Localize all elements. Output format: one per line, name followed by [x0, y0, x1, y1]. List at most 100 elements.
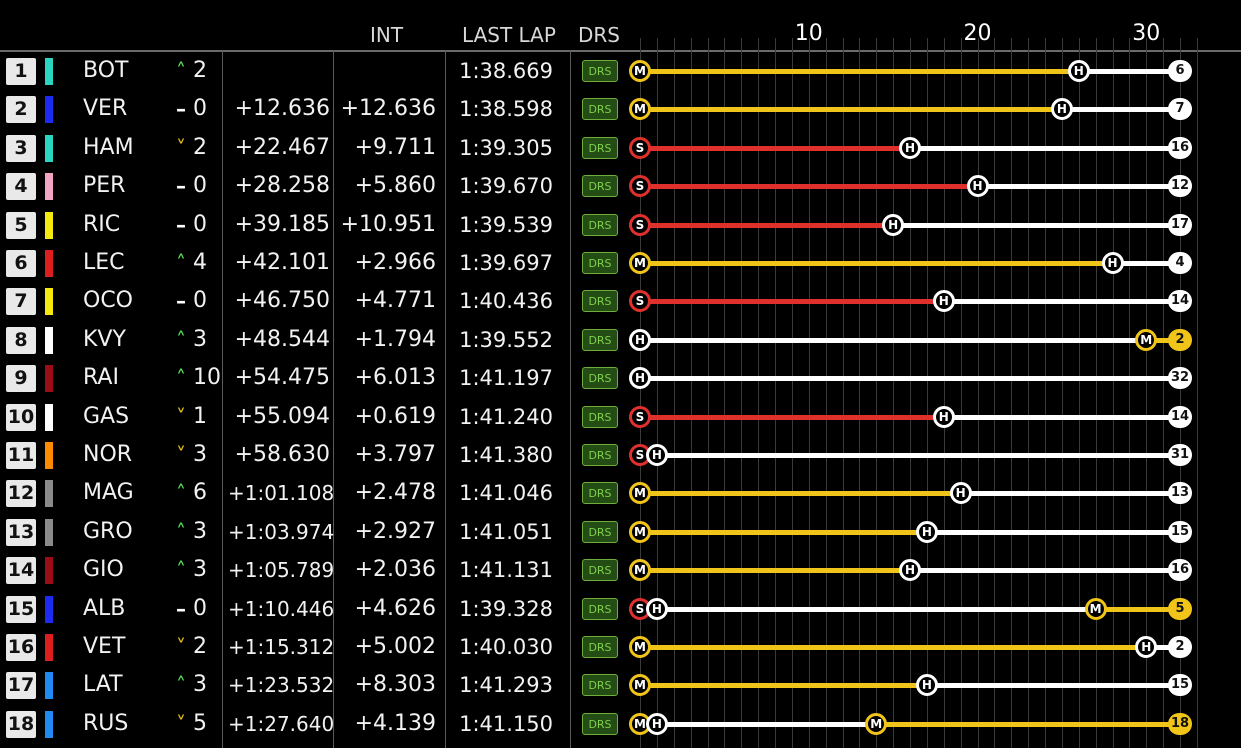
tyre-compound-icon: S [629, 136, 651, 159]
lap-grid-line [1113, 38, 1114, 748]
stint-bar [640, 337, 1147, 343]
stint-bar [656, 721, 877, 727]
standings-row[interactable]: 13 GRO ˄ 3 +1:03.974 +2.927 1:41.051 DRS M H 15 [0, 513, 1241, 551]
team-color-swatch [45, 480, 53, 508]
drs-indicator: DRS [582, 405, 618, 428]
laps-on-tyre: 16 [1168, 136, 1192, 159]
position-badge: 13 [6, 518, 36, 546]
interval: +2.927 [354, 518, 436, 544]
standings-row[interactable]: 17 LAT ˄ 3 +1:23.532 +8.303 1:41.293 DRS M H 15 [0, 666, 1241, 704]
standings-row[interactable]: 14 GIO ˄ 3 +1:05.789 +2.036 1:41.131 DRS M H 16 [0, 551, 1241, 589]
standings-row[interactable]: 4 PER –0 +28.258 +5.860 1:39.670 DRS S H 12 [0, 167, 1241, 205]
standings-row[interactable]: 1 BOT ˄ 2 1:38.669 DRS M H 6 [0, 52, 1241, 90]
stint-bar [640, 184, 978, 190]
driver-code: GIO [83, 557, 124, 583]
position-change: 3 [193, 326, 207, 352]
gap-to-leader: +22.467 [234, 134, 330, 160]
lap-grid-line [1146, 38, 1147, 748]
last-lap-time: 1:41.150 [459, 711, 553, 736]
gap-to-leader [228, 52, 330, 90]
team-color-swatch [45, 442, 53, 469]
lap-grid-line [1079, 38, 1080, 748]
lap-grid-line [927, 38, 928, 748]
driver-code: VET [83, 634, 126, 659]
lap-grid-line [1180, 38, 1181, 748]
standings-row[interactable]: 16 VET ˅ 2 +1:15.312 +5.002 1:40.030 DRS M H 2 [0, 628, 1241, 666]
standings-row[interactable]: 11 NOR ˅ 3 +58.630 +3.797 1:41.380 DRS S H 31 [0, 436, 1241, 474]
gap-to-leader: +1:23.532 [228, 673, 335, 698]
tyre-compound-icon: M [629, 636, 651, 658]
laps-on-tyre: 32 [1168, 367, 1192, 390]
standings-row[interactable]: 15 ALB –0 +1:10.446 +4.626 1:39.328 DRS S H M 5 [0, 590, 1241, 628]
team-color-swatch [45, 134, 53, 162]
tyre-compound-icon: H [629, 328, 651, 351]
lap-grid-line [674, 38, 675, 748]
team-color-swatch [45, 326, 53, 354]
team-color-swatch [45, 403, 53, 431]
standings-row[interactable]: 10 GAS ˅ 1 +55.094 +0.619 1:41.240 DRS S H 14 [0, 398, 1241, 436]
interval: +8.303 [354, 672, 436, 698]
last-lap-time: 1:41.046 [459, 481, 553, 506]
standings-row[interactable]: 7 OCO –0 +46.750 +4.771 1:40.436 DRS S H 14 [0, 282, 1241, 320]
team-color-swatch [45, 288, 53, 316]
stint-bar [656, 453, 1180, 458]
stint-bar [640, 491, 961, 497]
drs-indicator: DRS [582, 597, 618, 620]
tyre-compound-icon: H [645, 444, 668, 466]
position-change: 3 [193, 518, 207, 544]
gap-to-leader: +1:27.640 [228, 711, 335, 736]
standings-row[interactable]: 18 RUS ˅ 5 +1:27.640 +4.139 1:41.150 DRS M H M 18 [0, 705, 1241, 743]
position-badge: 2 [6, 96, 36, 124]
column-divider [222, 50, 223, 748]
standings-row[interactable]: 3 HAM ˅ 2 +22.467 +9.711 1:39.305 DRS S H 16 [0, 129, 1241, 167]
gap-to-leader: +12.636 [234, 96, 330, 122]
tyre-compound-icon: M [629, 60, 651, 82]
lap-grid-line [1045, 38, 1046, 748]
interval: +1.794 [354, 326, 436, 352]
interval: +12.636 [340, 96, 436, 122]
position-change: 2 [193, 634, 207, 659]
stint-bar [943, 414, 1180, 420]
interval: +4.771 [354, 288, 436, 314]
standings-row[interactable]: 8 KVY ˄ 3 +48.544 +1.794 1:39.552 DRS H M 2 [0, 321, 1241, 359]
position-up-icon: ˄ [176, 327, 186, 352]
standings-row[interactable]: 5 RIC –0 +39.185 +10.951 1:39.539 DRS S H 17 [0, 206, 1241, 244]
tyre-compound-icon: H [915, 520, 938, 543]
tyre-compound-icon: M [629, 559, 651, 582]
position-badge: 3 [6, 134, 36, 162]
stint-bar [640, 568, 910, 574]
lap-grid-line [961, 38, 962, 748]
interval: +4.139 [354, 710, 436, 736]
standings-row[interactable]: 9 RAI ˄ 10 +54.475 +6.013 1:41.197 DRS H 32 [0, 359, 1241, 397]
lap-grid-line [691, 38, 692, 748]
interval: +3.797 [354, 442, 436, 467]
interval [336, 52, 436, 90]
lap-grid-line [708, 38, 709, 748]
drs-indicator: DRS [582, 136, 618, 159]
interval: +2.036 [354, 557, 436, 583]
stint-bar [640, 414, 944, 420]
standings-row[interactable]: 12 MAG ˄ 6 +1:01.108 +2.478 1:41.046 DRS M H 13 [0, 474, 1241, 512]
tyre-compound-icon: H [882, 213, 905, 236]
stint-bar [876, 721, 1180, 727]
position-up-icon: ˄ [176, 59, 186, 83]
position-change: 2 [193, 134, 207, 160]
drs-indicator: DRS [582, 252, 618, 274]
position-badge: 4 [6, 173, 36, 201]
lap-grid-line [910, 38, 911, 748]
standings-row[interactable]: 2 VER –0 +12.636 +12.636 1:38.598 DRS M H 7 [0, 90, 1241, 128]
driver-code: VER [83, 96, 128, 122]
drs-indicator: DRS [582, 482, 618, 505]
tyre-compound-icon: M [629, 520, 651, 543]
team-color-swatch [45, 211, 53, 239]
drs-indicator: DRS [582, 175, 618, 198]
driver-code: GRO [83, 518, 133, 544]
position-badge: 10 [6, 403, 36, 431]
gap-to-leader: +46.750 [234, 288, 330, 314]
tyre-compound-icon: H [1050, 98, 1073, 121]
stint-bar [640, 145, 910, 151]
standings-row[interactable]: 6 LEC ˄ 4 +42.101 +2.966 1:39.697 DRS M H 4 [0, 244, 1241, 282]
gap-to-leader: +1:15.312 [228, 635, 335, 659]
laps-on-tyre: 14 [1168, 405, 1192, 428]
last-lap-time: 1:39.697 [459, 251, 553, 275]
